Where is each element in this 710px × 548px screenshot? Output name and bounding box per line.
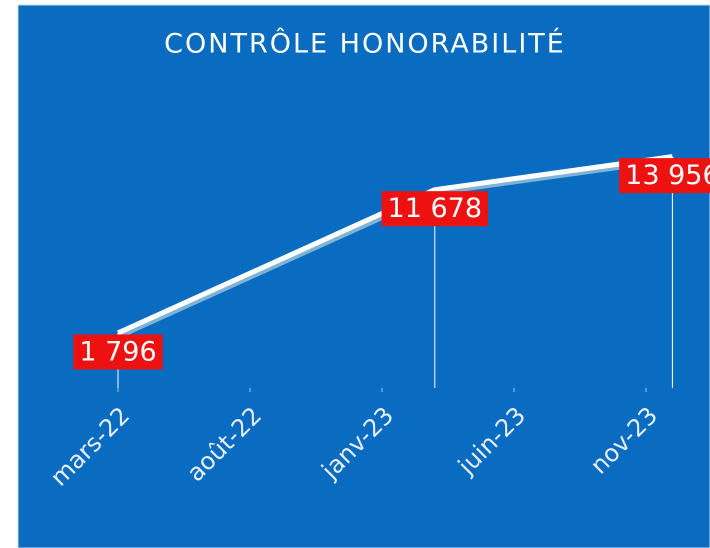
data-label: 13 956	[625, 160, 710, 191]
data-label-box	[619, 158, 710, 194]
data-label-box	[73, 334, 163, 370]
line	[116, 154, 673, 336]
data-label-box	[381, 191, 489, 227]
data-label: 11 678	[388, 193, 482, 224]
chart-background	[17, 4, 710, 548]
data-label: 1 796	[79, 336, 156, 367]
chart-title: CONTRÔLE HONORABILITÉ	[164, 28, 566, 60]
